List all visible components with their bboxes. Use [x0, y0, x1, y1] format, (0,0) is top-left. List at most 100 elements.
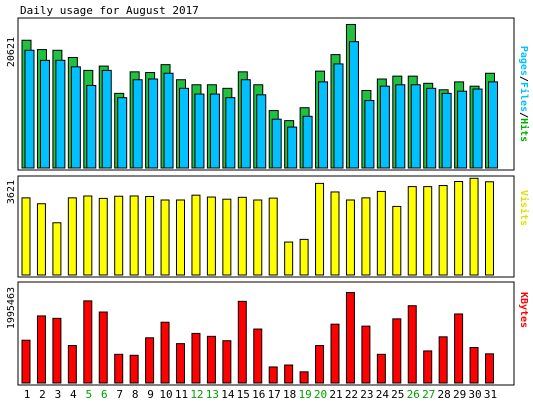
files-bar [148, 78, 159, 169]
kbytes-bar [176, 343, 185, 384]
kbytes-bar [454, 313, 464, 384]
day-label: 17 [268, 388, 281, 401]
visits-bar [376, 190, 386, 276]
kbytes-bar [237, 300, 247, 384]
visits-bar [299, 238, 309, 276]
day-label: 20 [314, 388, 327, 401]
visits-bar [176, 199, 185, 276]
kbytes-bar [67, 345, 77, 384]
legend-part: Hits [518, 118, 530, 142]
day-label: 27 [422, 388, 435, 401]
visits-bar [407, 186, 417, 276]
day-label: 18 [283, 388, 296, 401]
files-bar [395, 84, 406, 169]
day-label: 4 [70, 388, 77, 401]
kbytes-bar [129, 354, 139, 384]
day-label: 7 [116, 388, 123, 401]
files-bar [348, 41, 359, 169]
files-bar [132, 79, 143, 169]
kbytes-bar [36, 315, 46, 384]
kbytes-bar [485, 353, 494, 384]
legend-part: / [518, 76, 529, 82]
legend-part: / [518, 112, 529, 118]
kbytes-bar [145, 337, 155, 384]
files-bar [101, 69, 112, 169]
files-bar [364, 100, 375, 169]
day-label: 16 [252, 388, 265, 401]
visits-bar [160, 199, 170, 276]
files-bar [302, 115, 313, 169]
visits-bar [345, 199, 355, 276]
visits-bar [469, 177, 479, 276]
visits-bar [268, 197, 278, 276]
files-bar [318, 81, 329, 169]
kbytes-bar [21, 339, 31, 384]
day-label: 14 [221, 388, 235, 401]
kbytes-bar [52, 317, 62, 384]
day-label: 22 [345, 388, 358, 401]
files-bar [39, 59, 50, 169]
day-label: 13 [206, 388, 219, 401]
day-label: 26 [407, 388, 420, 401]
y-max-label: 20621 [6, 37, 17, 67]
files-bar [333, 63, 344, 169]
files-bar [117, 97, 128, 169]
kbytes-bar [114, 353, 124, 384]
day-label: 2 [39, 388, 46, 401]
series-legend-label: KBytes [518, 292, 529, 328]
day-label: 1 [24, 388, 31, 401]
visits-bar [114, 195, 124, 276]
day-label: 21 [329, 388, 342, 401]
day-label: 24 [376, 388, 390, 401]
visits-bar [129, 195, 139, 276]
kbytes-bar [268, 366, 278, 384]
visits-panel: 3621 Visits [6, 175, 530, 278]
series-legend-label: Pages/Files/Hits [518, 46, 530, 142]
kbytes-bar [83, 300, 93, 384]
visits-bar [315, 182, 325, 276]
files-bar [379, 85, 390, 169]
visits-bar [191, 194, 201, 276]
kbytes-bar [191, 332, 201, 384]
kbytes-bar [345, 292, 355, 384]
files-bar [163, 72, 174, 169]
legend-part: Visits [518, 190, 530, 226]
files-bar [70, 66, 81, 169]
day-label: 19 [298, 388, 311, 401]
visits-bar [438, 185, 448, 276]
files-bar [225, 97, 236, 169]
kbytes-bar [284, 364, 294, 384]
day-label: 28 [438, 388, 451, 401]
kbytes-bar [206, 335, 216, 384]
kbytes-bar [361, 325, 371, 384]
files-bar [55, 59, 66, 169]
visits-bar [454, 181, 464, 276]
kbytes-panel: 1995463 KBytes [6, 281, 529, 386]
day-label: 9 [147, 388, 154, 401]
files-bar [24, 49, 35, 169]
visits-bar [423, 186, 433, 276]
kbytes-bar [98, 311, 108, 384]
visits-bar [284, 241, 294, 276]
files-bar [472, 88, 483, 169]
files-bar [194, 93, 205, 169]
chart-title: Daily usage for August 2017 [20, 4, 199, 17]
kbytes-bar [315, 345, 325, 384]
files-bar [287, 126, 298, 169]
visits-bar [52, 222, 62, 276]
files-bar [457, 90, 468, 169]
day-label: 15 [237, 388, 250, 401]
files-bar [488, 81, 498, 169]
day-label: 30 [468, 388, 481, 401]
visits-bar [222, 198, 232, 276]
day-label: 6 [101, 388, 108, 401]
kbytes-bar [160, 321, 170, 384]
day-label: 5 [85, 388, 92, 401]
kbytes-bar [407, 305, 417, 384]
visits-bar [237, 196, 247, 276]
visits-bar [67, 197, 77, 276]
files-bar [86, 84, 97, 169]
x-axis-labels: 1 2 3 4 5 6 7 8 9 10 11 12 13 14 15 16 17 18 19 20 21 22 23 24 2… [24, 388, 497, 401]
visits-bar [145, 196, 155, 276]
